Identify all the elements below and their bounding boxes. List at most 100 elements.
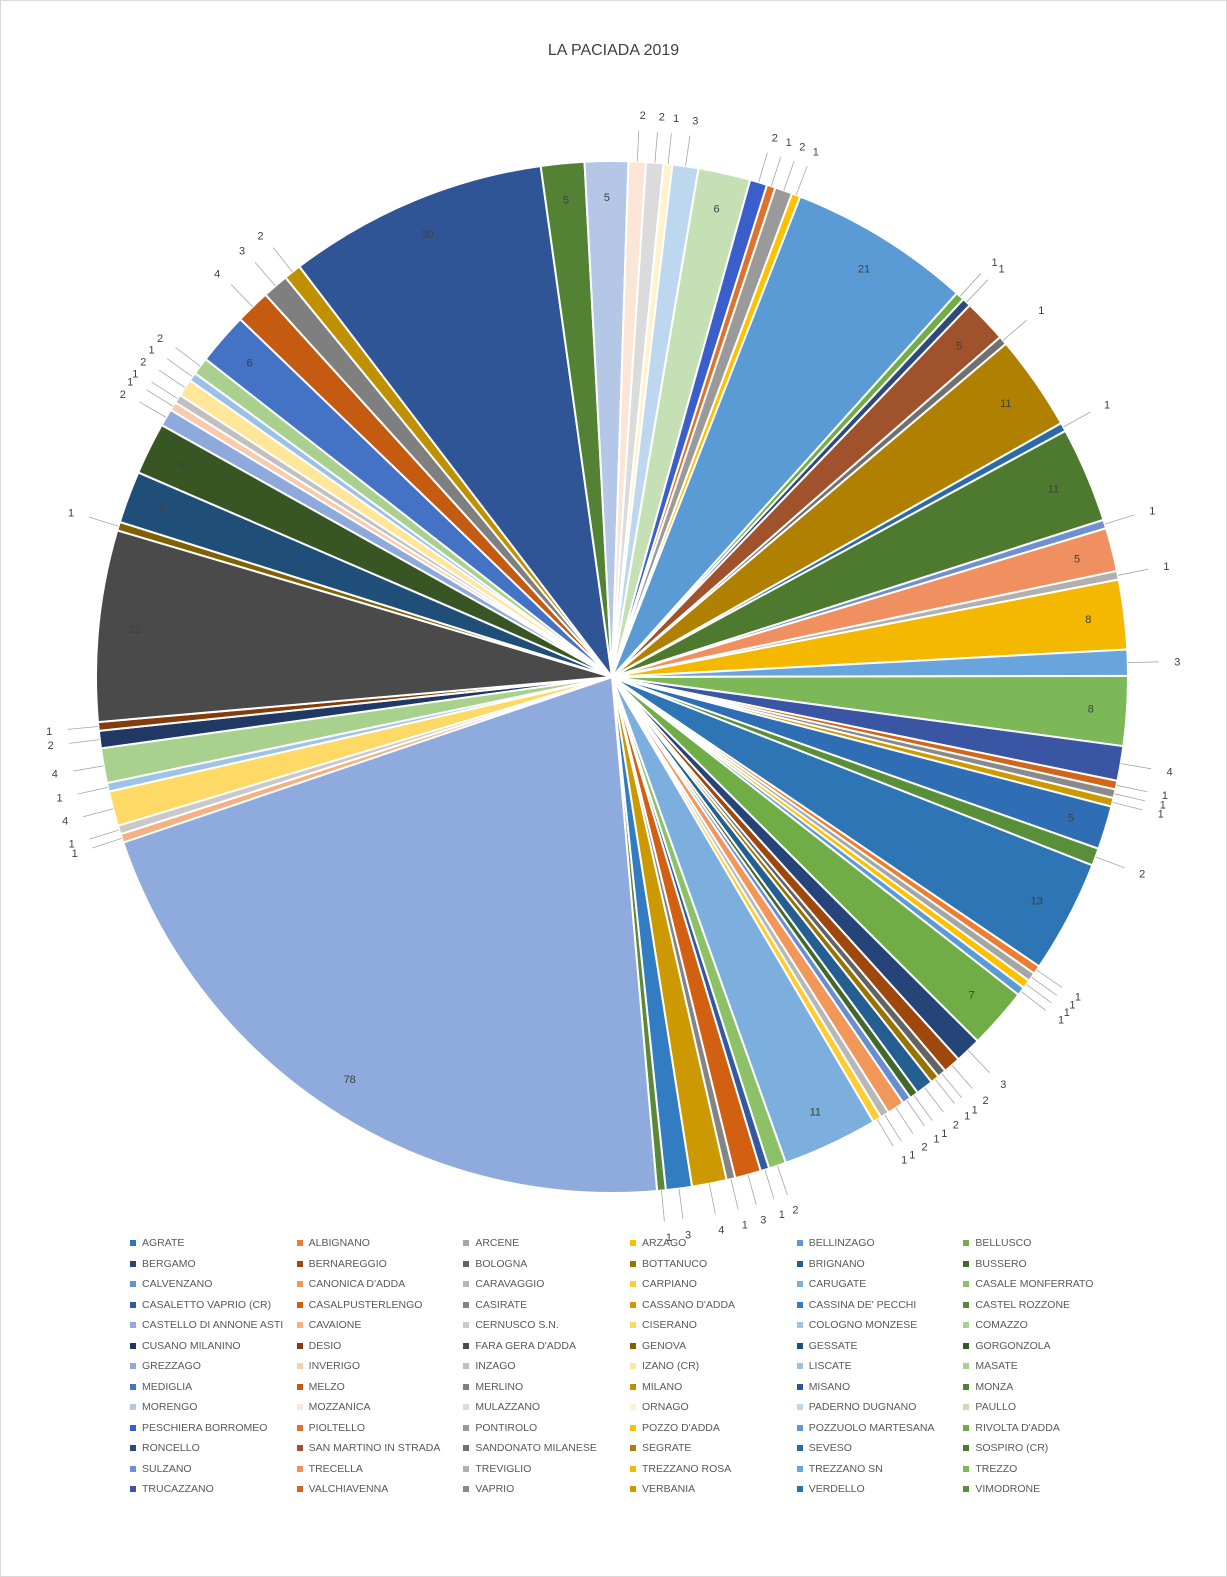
legend-label: ARCENE xyxy=(475,1237,520,1250)
legend-item: SULZANO xyxy=(130,1463,297,1475)
legend-label: VAPRIO xyxy=(475,1483,515,1496)
legend-item: SANDONATO MILANESE xyxy=(463,1442,630,1454)
legend-label: VIMODRONE xyxy=(975,1483,1041,1496)
leader-line xyxy=(83,808,114,818)
legend-swatch xyxy=(963,1404,970,1411)
legend-item: COMAZZO xyxy=(963,1319,1130,1331)
legend-swatch xyxy=(963,1424,970,1431)
legend-item: COLOGNO MONZESE xyxy=(796,1319,964,1332)
legend-swatch xyxy=(463,1363,470,1370)
legend-label: CASIRATE xyxy=(475,1298,528,1311)
leader-line xyxy=(951,1064,973,1089)
legend-item: MILANO xyxy=(630,1381,797,1393)
leader-line xyxy=(272,247,293,273)
legend-swatch xyxy=(296,1383,303,1390)
data-label: 6 xyxy=(159,505,165,517)
legend-swatch xyxy=(963,1260,970,1267)
data-label: 1 xyxy=(69,839,75,851)
legend-label: ARZAGO xyxy=(642,1237,687,1250)
data-label: 2 xyxy=(157,333,163,345)
data-label: 4 xyxy=(62,816,68,828)
legend-swatch xyxy=(963,1342,970,1349)
data-label: 7 xyxy=(969,990,975,1002)
legend-label: SEGRATE xyxy=(642,1442,692,1455)
data-label: 11 xyxy=(1000,398,1011,410)
legend-row: CASTELLO DI ANNONE ASTI CAVAIONE CERNUSCO … xyxy=(130,1315,1130,1336)
data-label: 2 xyxy=(922,1142,928,1154)
legend-item: CAVAIONE xyxy=(296,1319,464,1331)
legend-label: AGRATE xyxy=(142,1237,185,1250)
leader-line xyxy=(730,1179,739,1210)
data-label: 1 xyxy=(127,377,133,389)
legend-item: INVERIGO xyxy=(296,1360,464,1372)
data-label: 5 xyxy=(1074,553,1080,565)
legend-item: CASALPUSTERLENGO xyxy=(296,1299,464,1311)
legend-item: PESCHIERA BORROMEO xyxy=(130,1422,297,1434)
legend-row: CUSANO MILANINO DESIO FARA GERA D'ADDA GENO… xyxy=(130,1336,1130,1357)
leader-line xyxy=(709,1183,716,1215)
legend-item: LISCATE xyxy=(796,1360,964,1372)
legend-label: TREZZANO SN xyxy=(808,1462,883,1475)
data-label: 2 xyxy=(640,110,646,122)
legend-swatch xyxy=(796,1301,803,1308)
legend-swatch xyxy=(796,1486,803,1493)
data-label: 1 xyxy=(742,1219,748,1231)
legend-row: GREZZAGO INVERIGO INZAGO IZANO (CR) LISCATE M… xyxy=(130,1356,1130,1377)
legend-label: TRECELLA xyxy=(308,1462,363,1475)
data-label: 1 xyxy=(813,147,819,159)
legend-item: GENOVA xyxy=(630,1340,797,1352)
leader-line xyxy=(678,1188,684,1220)
legend-item: PIOLTELLO xyxy=(296,1422,464,1434)
legend-swatch xyxy=(130,1445,136,1452)
legend-label: PONTIROLO xyxy=(475,1421,538,1434)
legend-swatch xyxy=(130,1240,136,1247)
legend-label: SEVESO xyxy=(808,1442,852,1455)
leader-line xyxy=(230,284,253,307)
data-label: 11 xyxy=(1048,484,1059,496)
leader-line xyxy=(151,381,178,399)
legend-swatch xyxy=(963,1445,970,1452)
legend-row: PESCHIERA BORROMEO PIOLTELLO PONTIROLO POZZ… xyxy=(130,1418,1130,1439)
pie-slice xyxy=(121,675,659,1194)
legend-label: SULZANO xyxy=(142,1462,192,1475)
legend-item: CARAVAGGIO xyxy=(463,1278,630,1290)
leader-line xyxy=(924,1087,944,1113)
data-label: 1 xyxy=(72,848,78,860)
pie-slice xyxy=(611,676,1100,867)
legend-label: PESCHIERA BORROMEO xyxy=(142,1421,268,1434)
legend-label: MASATE xyxy=(975,1360,1018,1373)
legend-item: MELZO xyxy=(296,1381,464,1393)
legend-item: ALBIGNANO xyxy=(296,1237,464,1249)
leader-line xyxy=(764,1169,775,1200)
legend-item: MASATE xyxy=(963,1360,1130,1372)
data-label: 3 xyxy=(239,246,245,258)
legend-swatch xyxy=(963,1301,970,1308)
legend-label: SANDONATO MILANESE xyxy=(475,1442,597,1455)
legend-swatch xyxy=(630,1445,637,1452)
leader-line xyxy=(876,1119,894,1147)
legend-item: CASTEL ROZZONE xyxy=(963,1299,1130,1311)
legend-item: SEGRATE xyxy=(630,1442,797,1454)
leader-line xyxy=(895,1107,914,1134)
leader-line xyxy=(1112,802,1143,811)
legend-swatch xyxy=(296,1240,303,1247)
legend-label: CARUGATE xyxy=(808,1278,867,1291)
legend-item: MISANO xyxy=(796,1381,964,1393)
leader-line xyxy=(1002,319,1027,341)
legend-label: IZANO (CR) xyxy=(642,1360,700,1373)
leader-line xyxy=(1031,976,1058,996)
legend-item: CALVENZANO xyxy=(130,1278,297,1290)
data-label: 30 xyxy=(421,229,433,241)
legend-swatch xyxy=(630,1260,637,1267)
legend-label: COLOGNO MONZESE xyxy=(808,1319,918,1332)
legend-label: CASTEL ROZZONE xyxy=(975,1298,1071,1311)
legend-swatch xyxy=(463,1383,470,1390)
pie-slice xyxy=(611,195,959,678)
data-label: 5 xyxy=(1068,812,1074,824)
legend-label: RONCELLO xyxy=(142,1442,200,1455)
legend-item: CARPIANO xyxy=(630,1278,797,1290)
legend-item: BOTTANUCO xyxy=(630,1258,797,1270)
data-label: 13 xyxy=(1031,896,1043,908)
legend-label: CASALE MONFERRATO xyxy=(975,1278,1094,1291)
legend-item: ORNAGO xyxy=(630,1401,797,1413)
